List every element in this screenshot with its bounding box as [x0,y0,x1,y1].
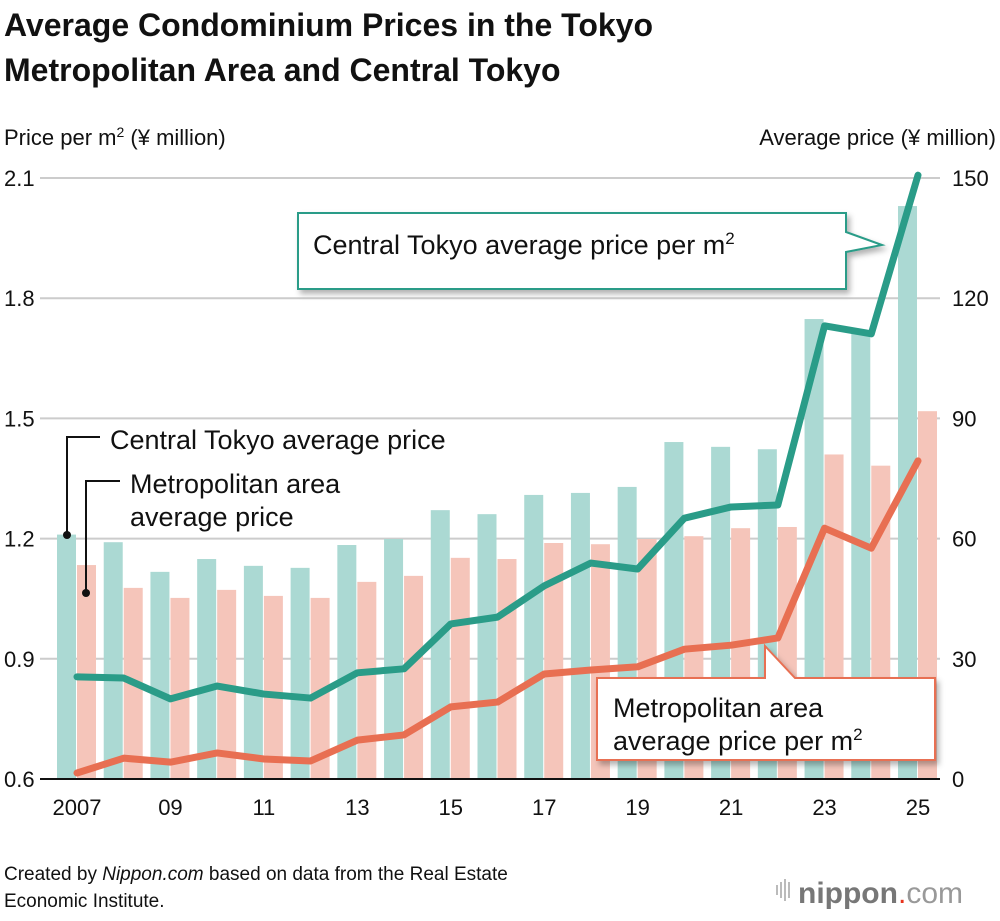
legend-label-metro-price-1: Metropolitan area [130,469,341,499]
nippon-logo: nippon.com [776,877,963,910]
right-tick-label: 60 [952,527,976,552]
right-tick-label: 120 [952,286,989,311]
bar-metro-price [404,575,424,779]
bar-metro-price [544,543,564,779]
bar-central-price [290,567,310,779]
bar-central-price [477,514,497,779]
x-tick-label: 23 [812,795,836,820]
legend-label-central-price: Central Tokyo average price [110,425,446,455]
chart-title-line1: Average Condominium Prices in the Tokyo [4,7,653,43]
bar-metro-price [450,557,470,779]
x-tick-label: 19 [625,795,649,820]
right-tick-label: 90 [952,406,976,431]
line-central-per-m2 [73,171,922,703]
leader-line [85,480,120,593]
legend-label-metro-price-2: average price [130,502,294,532]
x-tick-label: 25 [906,795,930,820]
x-tick-label: 2007 [53,795,102,820]
callout-central-per-m2: Central Tokyo average price per m2 [297,212,886,290]
legend-metro-bar: Metropolitan area average price [82,469,341,597]
chart-title-line2: Metropolitan Area and Central Tokyo [4,52,561,88]
bar-central-price [243,565,263,779]
bar-central-price [197,559,217,779]
bar-central-price [57,534,76,779]
callout-label: Central Tokyo average price per m2 [313,229,735,260]
bar-central-price [898,206,917,780]
bar-central-price [384,539,404,779]
legend-central-bar: Central Tokyo average price [63,425,446,539]
callout-box [596,643,936,761]
x-tick-label: 13 [345,795,369,820]
right-tick-label: 150 [952,166,989,191]
bar-central-price [570,492,590,779]
bars [57,206,937,780]
bar-metro-price [263,595,283,779]
bar-central-price [337,545,357,779]
left-axis-ticks: 0.6 0.9 1.2 1.5 1.8 2.1 [4,166,35,792]
right-tick-label: 30 [952,647,976,672]
x-tick-label: 15 [439,795,463,820]
logo-text: nippon.com [798,877,963,910]
bar-central-price [524,494,544,779]
bar-central-price [851,331,871,779]
callout-label-1: Metropolitan area [613,693,824,723]
bar-central-price [103,542,123,779]
line-metro-per-m2 [73,457,922,777]
right-axis-ticks: 0 30 60 90 120 150 [952,166,989,792]
right-tick-label: 0 [952,767,964,792]
x-tick-label: 09 [158,795,182,820]
x-axis-ticks: 2007 09 11 13 15 17 19 21 23 25 [53,795,931,820]
leader-dot [82,589,90,597]
left-tick-label: 0.6 [4,767,35,792]
bar-metro-price [170,597,190,779]
leader-line [66,436,100,535]
callout-label-2: average price per m2 [613,725,863,756]
left-tick-label: 2.1 [4,166,35,191]
left-tick-label: 1.2 [4,527,35,552]
bar-metro-price [310,597,330,779]
lines [73,171,922,777]
left-tick-label: 1.8 [4,286,35,311]
source-note-line1: Created by Nippon.com based on data from… [4,864,508,885]
left-tick-label: 1.5 [4,406,35,431]
left-axis-title: Price per m2 (¥ million) [4,124,226,150]
source-note-line2: Economic Institute. [4,891,165,912]
callout-box [297,212,886,290]
logo-wave-icon [776,879,790,901]
right-axis-title: Average price (¥ million) [759,125,996,150]
bar-metro-price [497,559,517,779]
bar-metro-price [77,565,96,779]
x-tick-label: 11 [252,795,275,820]
left-tick-label: 0.9 [4,647,35,672]
bar-central-price [150,571,170,779]
leader-dot [63,531,71,539]
x-tick-label: 17 [532,795,556,820]
bar-metro-price [357,581,377,779]
x-tick-label: 21 [719,795,743,820]
callout-metro-per-m2: Metropolitan area average price per m2 [596,643,936,761]
